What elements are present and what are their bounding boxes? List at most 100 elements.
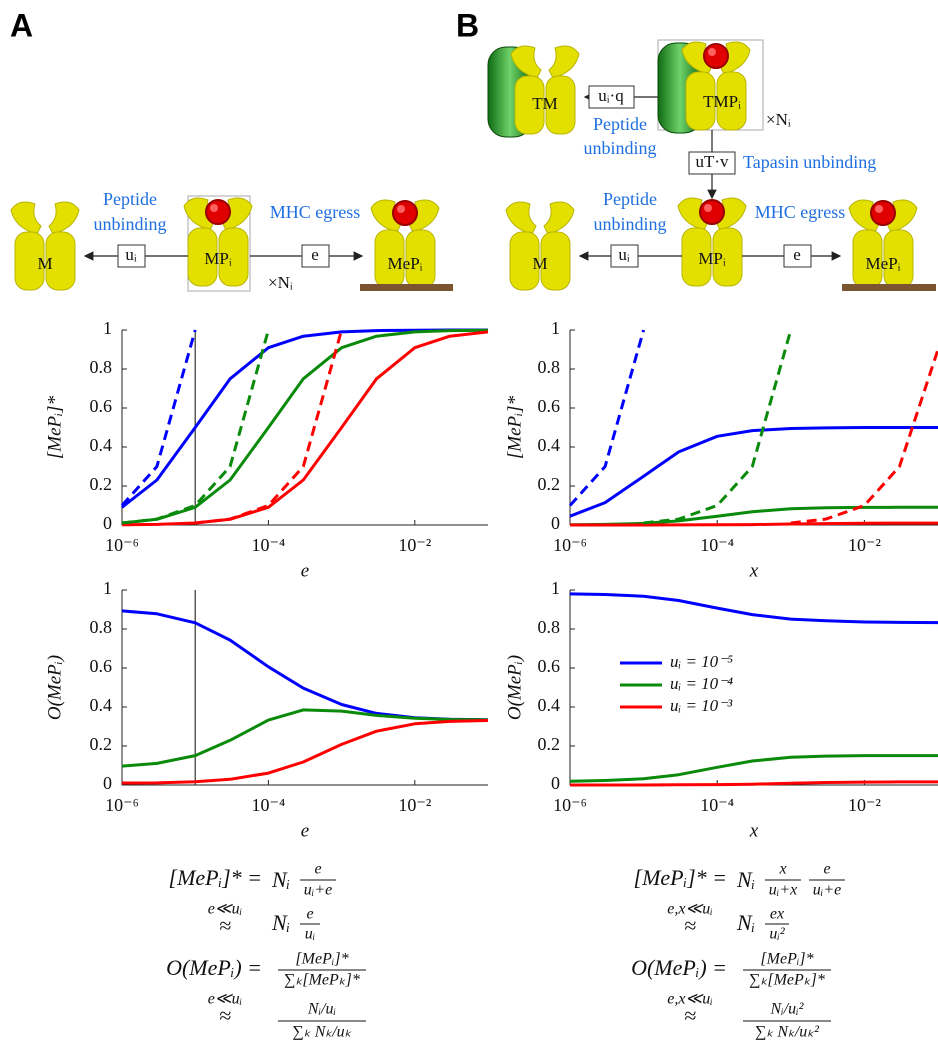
process-label: unbinding	[583, 138, 656, 158]
legend-label: uᵢ = 10⁻⁴	[670, 674, 733, 693]
series-line	[122, 330, 488, 507]
eq-num: e	[823, 861, 830, 878]
y-tick-label: 0.6	[90, 656, 113, 676]
series-line	[122, 330, 488, 523]
legend-label: uᵢ = 10⁻⁵	[670, 652, 733, 671]
molecule-label: M	[37, 254, 52, 273]
y-tick-label: 0	[551, 773, 560, 793]
x-tick-label: 10⁻⁴	[700, 535, 734, 555]
series-line	[570, 594, 938, 623]
x-tick-label: 10⁻²	[398, 535, 431, 555]
panel-label: B	[456, 7, 479, 43]
y-axis-label: O(MePᵢ)	[44, 655, 65, 720]
y-tick-label: 0.8	[90, 617, 113, 637]
panel-label: A	[10, 7, 33, 43]
process-label: Tapasin unbinding	[743, 152, 876, 172]
y-tick-label: 1	[551, 578, 560, 598]
x-axis-label: x	[749, 820, 759, 841]
approx-line	[791, 350, 938, 524]
diagram-a: M MPᵢ MePᵢ uᵢ e Peptide unbinding MHC eg…	[11, 189, 453, 292]
series-line	[122, 721, 488, 784]
eq-den: uᵢ+x	[769, 882, 797, 899]
y-tick-label: 0.6	[90, 396, 113, 416]
y-tick-label: 0	[551, 513, 560, 533]
molecule-label: MePᵢ	[388, 254, 423, 273]
y-axis-label: O(MePᵢ)	[504, 655, 525, 720]
process-label: MHC egress	[270, 202, 361, 222]
eq-prefix: Nᵢ	[271, 867, 290, 892]
y-tick-label: 0.4	[538, 435, 561, 455]
molecule-label: MPᵢ	[204, 249, 232, 268]
y-tick-label: 0.8	[538, 617, 561, 637]
eq-rel: ≈	[684, 1003, 696, 1028]
eq-rel: ≈	[219, 1003, 231, 1028]
rate-label: uᵢ	[125, 245, 137, 264]
y-tick-label: 1	[103, 578, 112, 598]
equations-a: [MePᵢ]* = Nᵢ e uᵢ+e e≪uᵢ ≈ Nᵢ e uᵢ O(MeP…	[166, 861, 366, 1041]
y-tick-label: 0.6	[538, 656, 561, 676]
eq-num: ex	[770, 906, 784, 923]
rate-label: e	[793, 245, 801, 264]
eq-den: uᵢ+e	[813, 882, 841, 899]
y-tick-label: 0.4	[90, 435, 113, 455]
y-tick-label: 0.8	[538, 357, 561, 377]
rate-label: e	[311, 245, 319, 264]
multiplicity: ×Nᵢ	[268, 273, 293, 292]
eq-lhs: O(MePᵢ) =	[166, 955, 262, 980]
eq-den: ∑ₖ[MePₖ]*	[749, 972, 825, 989]
eq-prefix: Nᵢ	[736, 910, 755, 935]
eq-den: ∑ₖ Nₖ/uₖ²	[755, 1024, 820, 1041]
eq-prefix: Nᵢ	[271, 910, 290, 935]
eq-den: ∑ₖ Nₖ/uₖ	[293, 1024, 352, 1041]
series-line	[570, 428, 938, 517]
molecule-label: TM	[532, 94, 558, 113]
eq-lhs: O(MePᵢ) =	[631, 955, 727, 980]
eq-den: uᵢ²	[769, 926, 786, 943]
eq-lhs: [MePᵢ]* =	[169, 865, 262, 890]
diagram-b: TM TMPᵢ uᵢ·q uT·v Peptide unbinding Tapa…	[488, 40, 936, 291]
x-tick-label: 10⁻⁶	[105, 795, 139, 815]
eq-num: x	[778, 861, 786, 878]
approx-line	[570, 330, 644, 506]
approx-line	[644, 330, 791, 523]
y-tick-label: 0	[103, 773, 112, 793]
x-tick-label: 10⁻²	[848, 795, 881, 815]
rate-label: uᵢ·q	[598, 86, 624, 105]
eq-den: ∑ₖ[MePₖ]*	[284, 972, 360, 989]
x-tick-label: 10⁻⁶	[105, 535, 139, 555]
eq-prefix: Nᵢ	[736, 867, 755, 892]
y-tick-label: 0	[103, 513, 112, 533]
y-tick-label: 0.6	[538, 396, 561, 416]
process-label: MHC egress	[755, 202, 846, 222]
x-tick-label: 10⁻⁴	[252, 795, 286, 815]
eq-den: uᵢ+e	[304, 882, 332, 899]
rate-label: uT·v	[695, 152, 729, 171]
eq-num: e	[306, 906, 313, 923]
x-tick-label: 10⁻⁶	[553, 535, 587, 555]
eq-lhs: [MePᵢ]* =	[634, 865, 727, 890]
molecule-label: MPᵢ	[698, 249, 726, 268]
rate-label: uᵢ	[618, 245, 630, 264]
y-tick-label: 0.2	[538, 734, 561, 754]
eq-num: Nᵢ/uᵢ²	[770, 1001, 805, 1018]
series-line	[122, 710, 488, 766]
eq-rel: ≈	[684, 913, 696, 938]
x-tick-label: 10⁻²	[398, 795, 431, 815]
x-axis-label: e	[301, 560, 309, 581]
y-tick-label: 0.8	[90, 357, 113, 377]
eq-num: e	[314, 861, 321, 878]
figure: A B M MPᵢ MePᵢ uᵢ e Peptide unbinding MH…	[0, 0, 938, 1047]
molecule-label: MePᵢ	[866, 254, 901, 273]
process-label: unbinding	[93, 214, 166, 234]
eq-num: Nᵢ/uᵢ	[307, 1001, 336, 1018]
x-axis-label: x	[749, 560, 759, 581]
process-label: unbinding	[593, 214, 666, 234]
y-tick-label: 0.2	[538, 474, 561, 494]
multiplicity: ×Nᵢ	[766, 110, 791, 129]
y-tick-label: 1	[551, 318, 560, 338]
process-label: Peptide	[593, 114, 647, 134]
y-tick-label: 0.2	[90, 474, 113, 494]
legend-label: uᵢ = 10⁻³	[670, 696, 733, 715]
eq-rel: ≈	[219, 913, 231, 938]
eq-num: [MePᵢ]*	[760, 951, 813, 968]
